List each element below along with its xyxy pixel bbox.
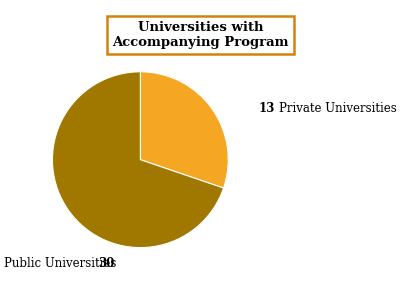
Text: Private Universities: Private Universities — [279, 102, 397, 115]
Text: 30: 30 — [98, 257, 115, 270]
Wedge shape — [53, 72, 223, 248]
Text: 13: 13 — [259, 102, 275, 115]
Text: Universities with
Accompanying Program: Universities with Accompanying Program — [112, 21, 289, 49]
Wedge shape — [140, 72, 228, 188]
Text: Public Universities: Public Universities — [4, 257, 116, 270]
